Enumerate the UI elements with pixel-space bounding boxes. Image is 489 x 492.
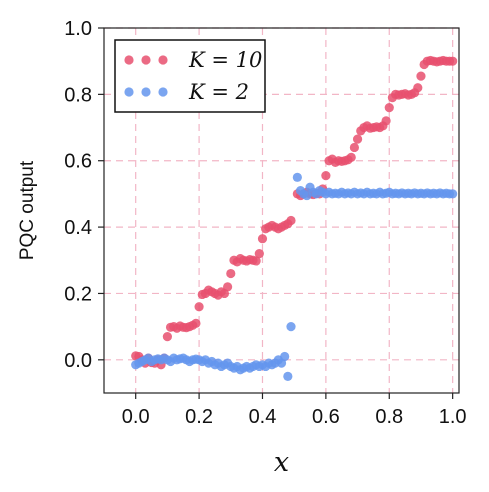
point-k10: [413, 83, 423, 93]
legend: K = 10 K = 2: [114, 39, 266, 113]
point-k10: [448, 56, 458, 66]
x-tick-label: 0.0: [122, 406, 150, 428]
y-axis-title: PQC output: [17, 160, 38, 260]
legend-marker: [124, 87, 134, 97]
point-k10: [226, 268, 236, 279]
point-k10: [194, 302, 204, 312]
y-tick-label: 0.4: [64, 217, 92, 239]
legend-label: K = 10: [188, 48, 262, 72]
point-k10: [257, 234, 268, 244]
y-tick-label: 0.2: [64, 283, 92, 305]
y-tick-label: 0.6: [64, 151, 92, 173]
x-tick-label: 0.2: [185, 406, 213, 428]
axis-ticks: [98, 27, 454, 399]
y-tick-label: 1.0: [64, 18, 92, 40]
point-k10: [254, 249, 264, 259]
point-k10: [381, 116, 391, 126]
point-k10: [251, 256, 261, 266]
point-k2: [286, 322, 296, 332]
legend-marker: [141, 55, 151, 65]
point-k10: [162, 331, 172, 342]
legend-marker: [141, 87, 151, 97]
point-k10: [352, 134, 363, 144]
data-points: [131, 55, 458, 382]
x-tick-label: 0.4: [249, 406, 277, 428]
x-tick-label: 1.0: [439, 406, 467, 428]
point-k10: [321, 171, 331, 181]
point-k10: [384, 103, 394, 113]
legend-marker: [158, 55, 168, 65]
legend-box: [114, 39, 266, 113]
point-k2: [280, 351, 290, 362]
point-k10: [286, 215, 296, 226]
point-k10: [191, 318, 201, 328]
point-k10: [346, 152, 356, 163]
y-tick-label: 0.0: [64, 350, 92, 372]
point-k10: [416, 71, 426, 81]
point-k2: [292, 172, 302, 182]
x-axis-title: x: [274, 447, 289, 478]
y-tick-labels: 0.0 0.2 0.4 0.6 0.8 1.0: [64, 18, 92, 372]
plot-frame: [103, 27, 460, 394]
point-k10: [223, 282, 233, 292]
point-k2: [448, 189, 458, 199]
x-tick-label: 0.6: [312, 406, 340, 428]
x-tick-label: 0.8: [375, 406, 403, 428]
legend-marker: [158, 87, 168, 97]
point-k2: [283, 371, 293, 382]
x-tick-labels: 0.0 0.2 0.4 0.6 0.8 1.0: [122, 406, 467, 428]
point-k10: [349, 142, 360, 153]
y-tick-label: 0.8: [64, 84, 92, 106]
legend-marker: [124, 55, 134, 65]
legend-label: K = 2: [188, 80, 249, 104]
